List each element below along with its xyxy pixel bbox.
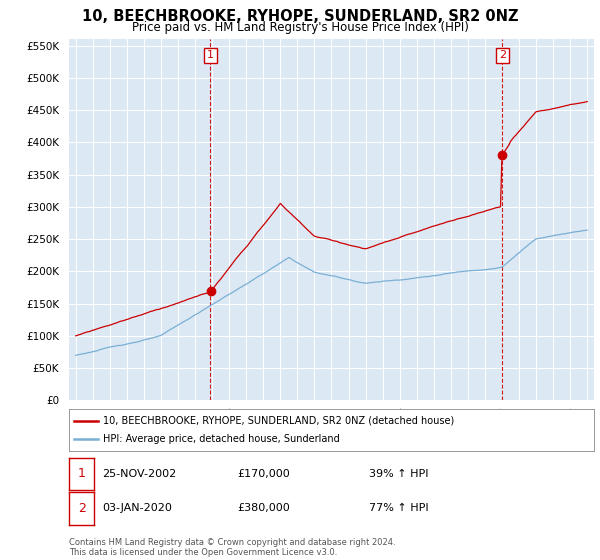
Text: 77% ↑ HPI: 77% ↑ HPI	[369, 503, 428, 514]
Text: 03-JAN-2020: 03-JAN-2020	[102, 503, 172, 514]
Text: 2: 2	[499, 50, 506, 60]
Text: £170,000: £170,000	[237, 469, 290, 479]
Text: Price paid vs. HM Land Registry's House Price Index (HPI): Price paid vs. HM Land Registry's House …	[131, 21, 469, 34]
Text: 39% ↑ HPI: 39% ↑ HPI	[369, 469, 428, 479]
Text: 10, BEECHBROOKE, RYHOPE, SUNDERLAND, SR2 0NZ: 10, BEECHBROOKE, RYHOPE, SUNDERLAND, SR2…	[82, 9, 518, 24]
Text: £380,000: £380,000	[237, 503, 290, 514]
Text: Contains HM Land Registry data © Crown copyright and database right 2024.
This d: Contains HM Land Registry data © Crown c…	[69, 538, 395, 557]
Text: 2: 2	[77, 502, 86, 515]
Text: HPI: Average price, detached house, Sunderland: HPI: Average price, detached house, Sund…	[103, 434, 340, 444]
Text: 10, BEECHBROOKE, RYHOPE, SUNDERLAND, SR2 0NZ (detached house): 10, BEECHBROOKE, RYHOPE, SUNDERLAND, SR2…	[103, 416, 454, 426]
Text: 1: 1	[77, 467, 86, 480]
Text: 1: 1	[207, 50, 214, 60]
Text: 25-NOV-2002: 25-NOV-2002	[102, 469, 176, 479]
